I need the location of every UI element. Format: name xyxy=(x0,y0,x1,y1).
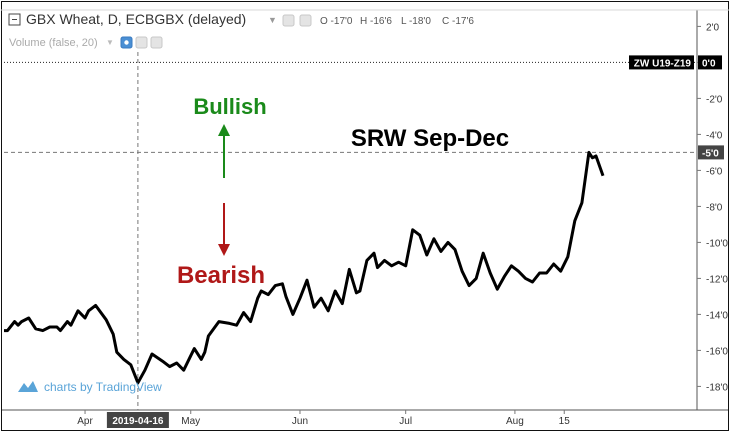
chart-header: GBX Wheat, D, ECBGBX (delayed) ▼ O -17'0… xyxy=(8,11,474,27)
settings-icon[interactable] xyxy=(135,36,148,49)
ohlc-values: O -17'0 H -16'6 L -18'0 C -17'6 xyxy=(320,16,474,27)
ohlc-o: O -17'0 xyxy=(320,16,353,27)
price-badge-value: 0'0 xyxy=(702,58,716,69)
close-icon[interactable] xyxy=(150,36,163,49)
watermark-text: charts by TradingView xyxy=(44,380,162,394)
tradingview-watermark[interactable]: charts by TradingView xyxy=(18,380,162,394)
y-tick-label: -8'0 xyxy=(706,202,723,213)
y-tick-label: -4'0 xyxy=(706,130,723,141)
y-tick-label: -14'0 xyxy=(706,310,728,321)
chevron-down-icon[interactable]: ▼ xyxy=(106,38,114,47)
y-tick-label: 2'0 xyxy=(706,22,719,33)
volume-label[interactable]: Volume (false, 20) xyxy=(9,37,98,49)
y-tick-label: -18'0 xyxy=(706,382,728,393)
crosshair-date-badge: 2019-04-16 xyxy=(106,412,169,428)
eye-icon[interactable] xyxy=(282,14,295,27)
y-tick-label: -16'0 xyxy=(706,346,728,357)
chart-title: SRW Sep-Dec xyxy=(351,125,509,152)
ohlc-h: H -16'6 xyxy=(360,16,392,27)
price-badge xyxy=(698,55,722,70)
symbol-badge-label: ZW U19-Z19 xyxy=(634,58,692,69)
y-tick-label: -2'0 xyxy=(706,94,723,105)
volume-row: Volume (false, 20) ▼ xyxy=(9,36,163,49)
x-tick-label: Jul xyxy=(399,416,412,427)
up-arrow-icon xyxy=(218,124,230,178)
y-tick-label: -12'0 xyxy=(706,274,728,285)
x-tick-label: May xyxy=(181,416,200,427)
chevron-down-icon[interactable]: ▼ xyxy=(268,15,277,25)
price-series-line xyxy=(4,150,605,385)
bullish-annotation: Bullish xyxy=(193,94,266,119)
ohlc-c: C -17'6 xyxy=(442,16,474,27)
x-tick-label: 15 xyxy=(559,416,571,427)
down-arrow-icon xyxy=(218,203,230,256)
crosshair-price-label: -5'0 xyxy=(702,148,719,159)
time-axis[interactable]: Apr May Jun Jul Aug 15 xyxy=(77,410,570,427)
y-tick-label: -10'0 xyxy=(706,238,728,249)
ohlc-l: L -18'0 xyxy=(401,16,431,27)
symbol-badge xyxy=(629,55,694,70)
x-tick-label: Aug xyxy=(506,416,524,427)
symbol-title[interactable]: GBX Wheat, D, ECBGBX (delayed) xyxy=(26,11,246,27)
x-tick-label: Jun xyxy=(292,416,308,427)
y-tick-label: -6'0 xyxy=(706,166,723,177)
bearish-annotation: Bearish xyxy=(177,262,265,289)
crosshair-price-badge: -5'0 xyxy=(698,145,724,160)
price-series-points xyxy=(3,152,604,383)
x-tick-label: Apr xyxy=(77,416,93,427)
settings-icon[interactable] xyxy=(299,14,312,27)
tradingview-logo-icon xyxy=(18,381,38,392)
price-axis[interactable]: 2'0 0'0 -2'0 -4'0 -6'0 -8'0 -10'0 -12'0 -14'0 -16… xyxy=(697,22,728,393)
crosshair-date-label: 2019-04-16 xyxy=(112,416,164,427)
last-price-badge: ZW U19-Z19 0'0 xyxy=(629,55,722,70)
